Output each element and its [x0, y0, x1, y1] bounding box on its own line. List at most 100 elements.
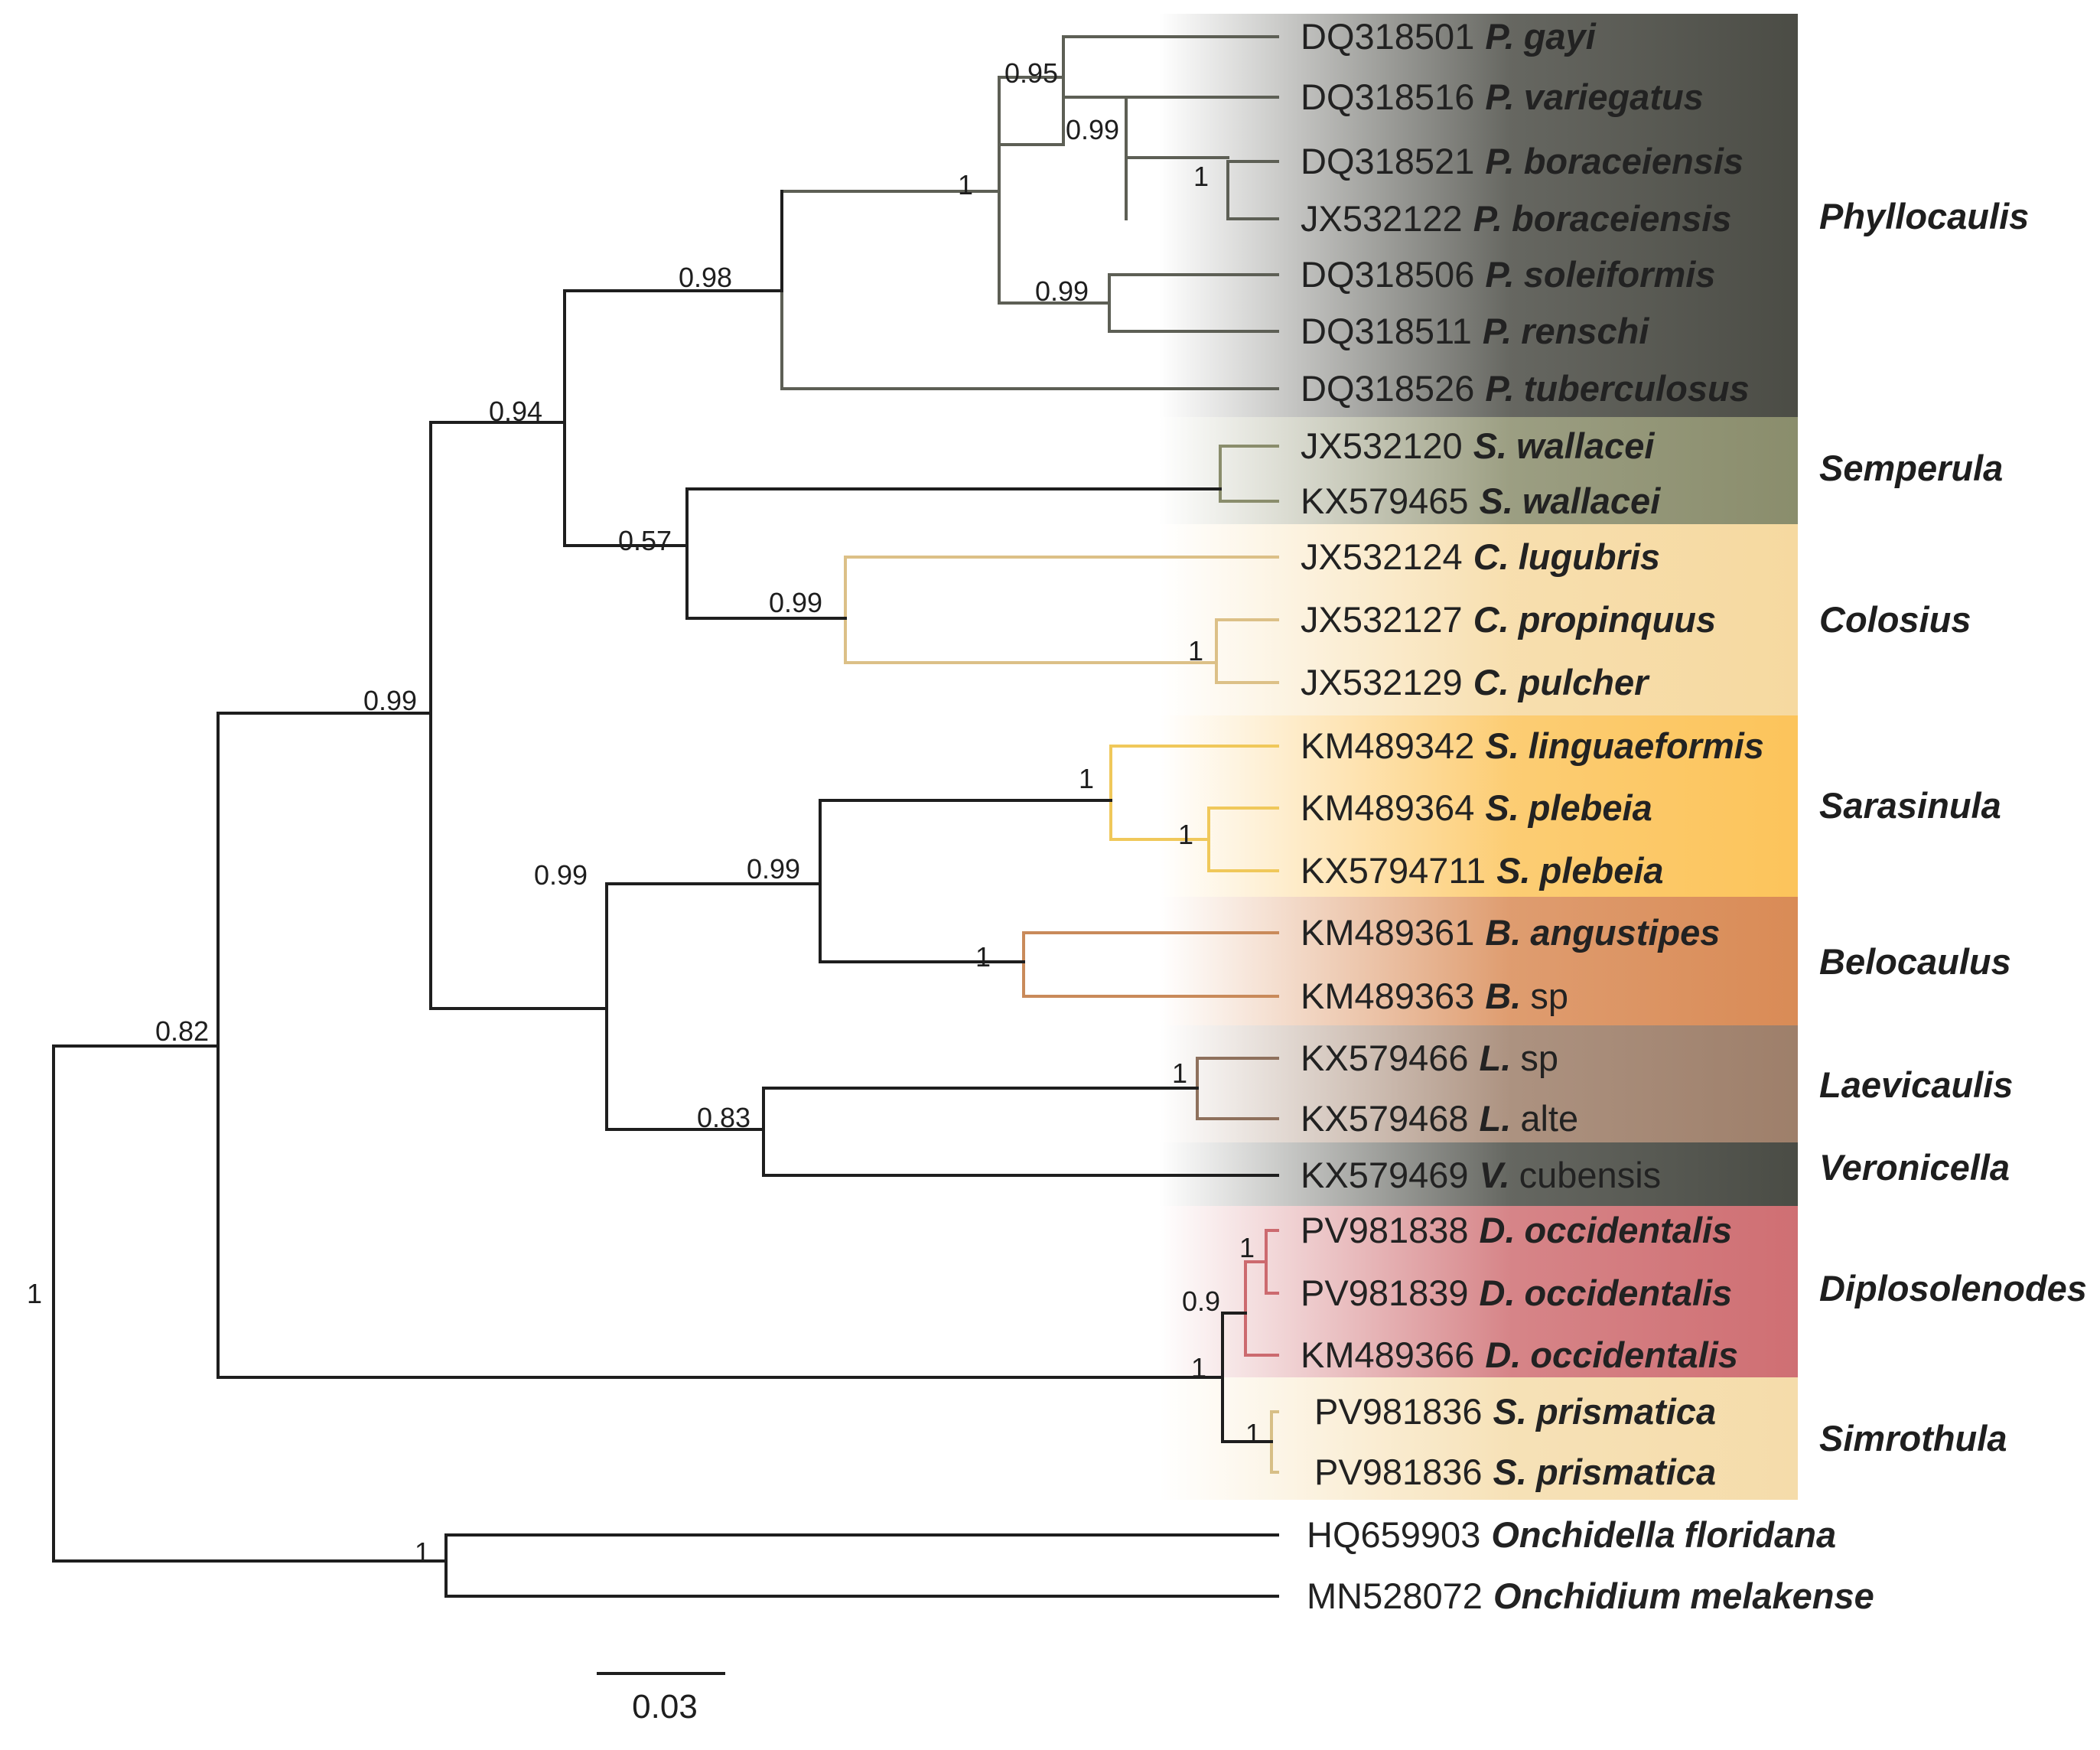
tip-accession: PV981839 — [1301, 1273, 1469, 1313]
tip-genus: P. — [1485, 16, 1514, 57]
support-value: 0.99 — [1066, 114, 1119, 145]
tip-accession: KX5794711 — [1301, 850, 1486, 891]
tip-genus: S. — [1473, 425, 1507, 466]
tip-genus: Onchidella — [1491, 1514, 1675, 1555]
tip-label: DQ318501 P. gayi — [1301, 16, 1597, 57]
branch — [1207, 807, 1279, 872]
tip-epithet: cubensis — [1519, 1155, 1662, 1195]
tip-genus: S. — [1493, 1391, 1527, 1432]
tip-accession: PV981836 — [1314, 1391, 1483, 1432]
tip-epithet: gayi — [1523, 16, 1597, 57]
tip-accession: DQ318501 — [1301, 16, 1474, 57]
branch — [52, 1044, 448, 1563]
tip-epithet: plebeia — [1538, 850, 1664, 891]
tip-genus: S. — [1485, 725, 1519, 766]
tip-accession: KM489342 — [1301, 725, 1474, 766]
branch — [1062, 96, 1128, 146]
tip-epithet: occidentalis — [1525, 1210, 1733, 1250]
support-value: 0.98 — [679, 262, 732, 293]
tip-epithet: prismatica — [1535, 1452, 1716, 1492]
support-value: 1 — [1178, 819, 1193, 850]
tip-accession: MN528072 — [1307, 1576, 1483, 1616]
tip-genus: S. — [1480, 481, 1513, 521]
tip-genus: D. — [1480, 1210, 1516, 1250]
support-value: 0.57 — [618, 525, 672, 556]
support-value: 0.83 — [697, 1102, 750, 1133]
tip-epithet: wallacei — [1516, 425, 1655, 466]
tip-genus: L. — [1480, 1098, 1512, 1139]
clade-color-bands — [1159, 14, 1798, 1500]
clade-label-colosius: Colosius — [1819, 599, 1971, 640]
clade-label-sarasinula: Sarasinula — [1819, 785, 2001, 826]
branch — [605, 1087, 1279, 1177]
tip-epithet: variegatus — [1524, 77, 1704, 117]
tip-epithet: lugubris — [1519, 536, 1660, 577]
tip-epithet: linguaeformis — [1529, 725, 1764, 766]
tip-accession: KM489364 — [1301, 787, 1474, 828]
band-phyllocaulis — [1159, 14, 1798, 417]
support-value: 1 — [958, 169, 973, 200]
branch — [844, 556, 1279, 664]
tip-label: KM489366 D. occidentalis — [1301, 1334, 1738, 1375]
tip-label: KX579469 V. cubensis — [1301, 1155, 1661, 1195]
tip-label: KX579468 L. alte — [1301, 1098, 1578, 1139]
clade-label-diplosolenodes: Diplosolenodes — [1819, 1268, 2087, 1308]
tip-accession: KM489363 — [1301, 976, 1474, 1016]
support-value: 0.99 — [1035, 275, 1089, 307]
support-value: 1 — [1188, 635, 1203, 666]
band-semperula — [1159, 417, 1798, 524]
support-value: 1 — [1191, 1352, 1206, 1383]
tip-label: KX5794711 S. plebeia — [1301, 850, 1664, 891]
tip-label: KX579466 L. sp — [1301, 1038, 1558, 1078]
support-values: 1 0.82 0.99 0.94 0.98 1 0.95 0.99 1 0.99 0.57 0.99 1… — [27, 57, 1261, 1568]
tip-accession: KX579466 — [1301, 1038, 1469, 1078]
tip-accession: DQ318526 — [1301, 368, 1474, 409]
support-value: 0.99 — [534, 859, 588, 891]
branch — [1219, 445, 1279, 503]
tip-genus: P. — [1485, 254, 1514, 295]
tip-label: KM489342 S. linguaeformis — [1301, 725, 1764, 766]
clade-label-phyllocaulis: Phyllocaulis — [1819, 196, 2029, 236]
tip-genus: C. — [1473, 599, 1509, 640]
tip-epithet: prismatica — [1535, 1391, 1716, 1432]
branch — [563, 190, 783, 547]
clade-label-laevicaulis: Laevicaulis — [1819, 1064, 2013, 1105]
support-value: 1 — [975, 941, 991, 973]
tip-label: PV981839 D. occidentalis — [1301, 1273, 1732, 1313]
tip-genus: S. — [1485, 787, 1519, 828]
tip-label: KX579465 S. wallacei — [1301, 481, 1661, 521]
tip-epithet: occidentalis — [1525, 1273, 1733, 1313]
tip-genus: C. — [1473, 536, 1509, 577]
tip-epithet: plebeia — [1527, 787, 1652, 828]
tip-epithet: sp — [1530, 976, 1568, 1016]
tip-accession: DQ318516 — [1301, 77, 1474, 117]
tip-epithet: sp — [1520, 1038, 1558, 1078]
clade-label-semperula: Semperula — [1819, 448, 2003, 488]
tree-branches — [52, 35, 1279, 1598]
branch — [998, 35, 1065, 146]
tip-accession: DQ318521 — [1301, 141, 1474, 181]
scale-bar-label: 0.03 — [632, 1688, 698, 1726]
band-belocaulus — [1159, 897, 1798, 1025]
support-value: 1 — [1172, 1057, 1187, 1089]
support-value: 1 — [1193, 161, 1209, 192]
tip-label: KM489363 B. sp — [1301, 976, 1568, 1016]
tip-genus: B. — [1485, 912, 1521, 953]
tip-genus: P. — [1485, 141, 1514, 181]
support-value: 0.95 — [1004, 57, 1058, 89]
tip-accession: JX532124 — [1301, 536, 1463, 577]
tip-genus: D. — [1485, 1334, 1521, 1375]
support-value: 1 — [1079, 763, 1094, 794]
tip-accession: PV981836 — [1314, 1452, 1483, 1492]
tip-label: KM489361 B. angustipes — [1301, 912, 1720, 953]
tip-label: DQ318511 P. renschi — [1301, 311, 1649, 351]
branch — [819, 799, 1112, 963]
tip-epithet: pulcher — [1517, 662, 1650, 702]
tip-epithet: boraceiensis — [1512, 198, 1731, 239]
tip-genus: B. — [1485, 976, 1521, 1016]
clade-labels: Phyllocaulis Semperula Colosius Sarasinula B… — [1819, 196, 2087, 1458]
tip-genus: L. — [1480, 1038, 1512, 1078]
tip-epithet: melakense — [1690, 1576, 1874, 1616]
